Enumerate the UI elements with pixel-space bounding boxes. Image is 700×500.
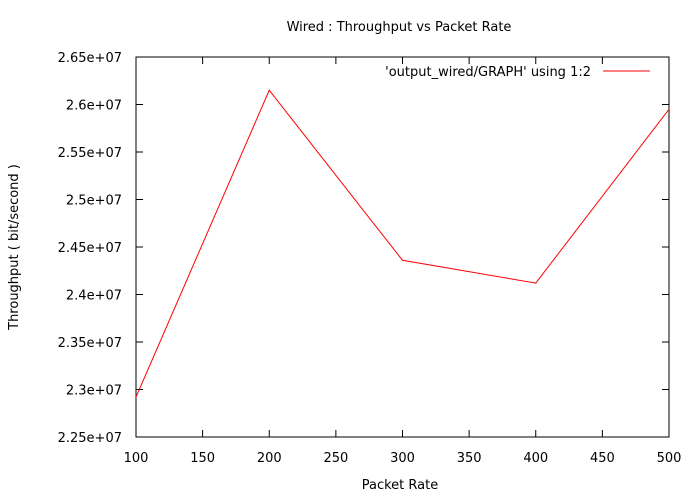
y-tick-label: 2.3e+07 — [66, 384, 122, 399]
plot-frame — [135, 56, 670, 438]
y-tick-label: 2.65e+07 — [58, 51, 122, 66]
y-axis-label: Throughput ( bit/second ) — [7, 164, 22, 331]
x-axis-label: Packet Rate — [362, 478, 438, 493]
y-tick-label: 2.25e+07 — [58, 431, 122, 446]
data-point — [535, 282, 537, 284]
data-point — [268, 89, 270, 91]
x-tick-label: 200 — [257, 451, 282, 466]
y-tick-label: 2.35e+07 — [58, 336, 122, 351]
data-point — [401, 259, 404, 261]
x-tick-label: 300 — [390, 451, 415, 466]
x-tick-label: 450 — [590, 451, 615, 466]
x-tick-label: 150 — [190, 451, 215, 466]
data-point — [135, 396, 137, 398]
y-tick-label: 2.55e+07 — [58, 146, 122, 161]
x-axis: 100 150 200 250 300 350 400 450 500 — [124, 57, 682, 466]
y-tick-label: 2.6e+07 — [66, 99, 122, 114]
y-tick-label: 2.45e+07 — [58, 241, 122, 256]
y-tick-label: 2.5e+07 — [66, 194, 122, 209]
x-tick-label: 100 — [124, 451, 149, 466]
x-tick-label: 400 — [523, 451, 548, 466]
x-tick-label: 500 — [657, 451, 682, 466]
legend: 'output_wired/GRAPH' using 1:2 — [385, 65, 650, 80]
x-tick-label: 250 — [323, 451, 348, 466]
legend-label: 'output_wired/GRAPH' using 1:2 — [385, 65, 591, 80]
y-tick-label: 2.4e+07 — [66, 289, 122, 304]
y-axis: 2.25e+07 2.3e+07 2.35e+07 2.4e+07 2.45e+07 2.… — [58, 51, 669, 446]
chart-title: Wired : Throughput vs Packet Rate — [287, 20, 512, 35]
series-layer — [135, 89, 670, 398]
data-point — [668, 108, 670, 110]
series-line — [135, 89, 670, 398]
x-tick-label: 350 — [457, 451, 482, 466]
